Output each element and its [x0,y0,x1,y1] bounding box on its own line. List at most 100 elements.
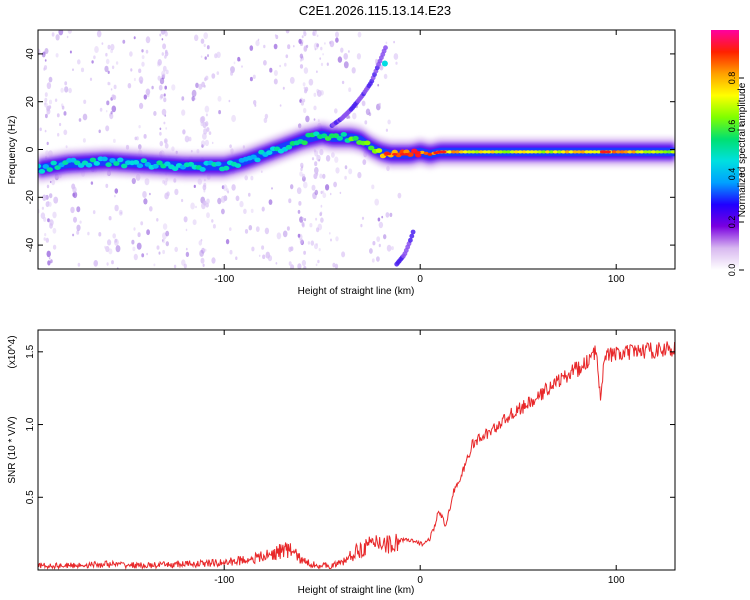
speckle-dot [163,93,166,97]
ridge-cell [285,144,293,150]
speckle-dot [118,209,123,216]
colorbar-ticks: 0.0 0.2 0.4 0.6 0.8 [727,72,744,277]
speckle-dot [44,233,47,237]
speckle-dot [211,257,216,264]
speckle-dot [181,198,184,203]
ridge-cell [254,157,261,163]
speckle-dot [279,64,281,68]
ridge-cell [580,150,586,154]
speckle-dot [287,44,291,50]
colorbar-tick-label: 0.4 [727,168,737,181]
speckle-dot [253,100,257,105]
speckle-dot [151,85,154,90]
speckle-dot [308,78,314,86]
speckle-dot [335,37,339,43]
speckle-dot [319,57,322,60]
speckle-dot [142,191,147,198]
speckle-dot [315,217,318,221]
speckle-dot [204,139,209,147]
speckle-dot [231,114,237,123]
speckle-dot [340,47,344,53]
speckle-dot [191,96,195,102]
speckle-dot [48,76,53,83]
speckle-dot [200,115,206,123]
speckle-dot [313,118,316,121]
speckle-dot [297,209,301,214]
speckle-dot [361,100,365,106]
speckle-dot [302,82,306,87]
ridge-cell [132,160,140,165]
speckle-dot [67,30,72,34]
speckle-dot [182,129,186,135]
ridge-cell [639,150,645,154]
speckle-dot [60,87,64,93]
speckle-dot [52,227,57,234]
ridge-cell [364,140,371,146]
speckle-dot [314,189,319,196]
ridge-cell [498,150,503,154]
speckle-dot [200,140,206,147]
speckle-dot [78,118,82,122]
speckle-dot [185,228,188,232]
ridge-cell [557,150,562,154]
colorbar-tick-label: 0.8 [727,72,737,85]
ridge-cell [140,158,147,164]
speckle-dot [298,38,302,44]
speckle-dot [109,113,114,120]
ridge-cell [164,161,171,167]
ridge-cell [596,150,601,154]
snr-y-label: SNR (10 * V/V) [7,416,18,483]
speckle-dot [204,56,207,60]
speckle-dot [206,198,210,204]
y-tick-label: -20 [25,190,36,205]
speckle-dot [229,227,232,232]
speckle-dot [211,73,216,79]
speckle-dot [299,53,304,59]
ridge-cell [553,150,558,154]
speckle-dot [104,65,109,73]
speckle-dot [204,77,207,82]
spectrogram-speckle [38,30,402,269]
spectrogram-x-ticks: -100 0 100 [214,30,625,285]
speckle-dot [217,95,222,102]
ridge-cell [113,161,120,166]
speckle-dot [199,249,204,257]
speckle-dot [303,31,307,37]
speckle-dot [362,159,367,166]
speckle-dot [51,179,56,186]
speckle-dot [66,35,69,39]
speckle-dot [313,105,317,111]
speckle-dot [91,60,94,64]
speckle-dot [104,245,107,249]
speckle-dot [329,40,335,48]
speckle-dot [288,261,292,266]
speckle-dot [46,108,51,115]
speckle-dot [275,34,279,40]
speckle-dot [56,113,60,118]
speckle-dot [229,249,233,255]
speckle-dot [376,256,380,262]
ridge-cell [427,152,433,156]
speckle-dot [139,80,143,84]
colorbar-tick-label: 0.0 [727,264,737,277]
speckle-dot [55,53,59,58]
speckle-dot [203,43,206,48]
ridge-cell [93,161,101,166]
speckle-dot [334,156,339,163]
speckle-dot [143,134,147,139]
speckle-dot [316,43,319,48]
speckle-dot [208,131,212,136]
speckle-dot [132,246,136,252]
speckle-dot [335,236,339,242]
speckle-dot [313,92,317,97]
speckle-dot [77,262,81,267]
speckle-dot [385,212,390,218]
speckle-dot [322,53,324,56]
speckle-dot [114,238,118,243]
ridge-cell [537,150,543,154]
ridge-cell [588,150,594,154]
speckle-dot [333,181,337,188]
speckle-dot [49,219,52,222]
speckle-dot [352,112,357,120]
speckle-dot [335,167,340,174]
